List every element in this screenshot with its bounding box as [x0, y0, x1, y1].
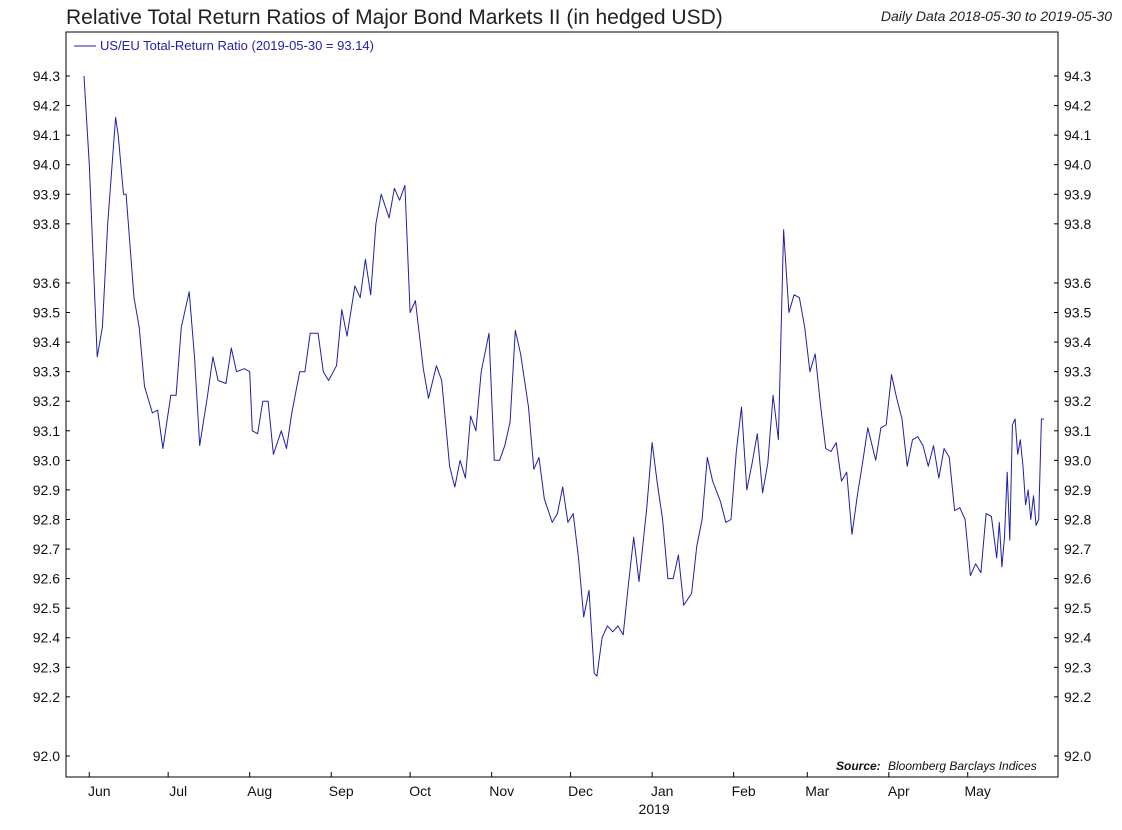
x-tick-label: Sep — [329, 783, 354, 799]
chart-title: Relative Total Return Ratios of Major Bo… — [66, 6, 723, 29]
y-tick-label: 94.0 — [33, 157, 60, 173]
y-tick-label: 93.6 — [1064, 275, 1091, 291]
y-tick-label: 92.6 — [33, 571, 60, 587]
y-tick-label: 94.3 — [33, 68, 60, 84]
y-tick-label: 94.2 — [33, 98, 60, 114]
y-tick-label: 94.1 — [33, 127, 60, 143]
y-tick-label: 93.1 — [33, 423, 60, 439]
y-tick-label: 92.7 — [1064, 541, 1091, 557]
x-tick-label: Dec — [568, 783, 593, 799]
y-tick-label: 93.2 — [1064, 393, 1091, 409]
y-tick-label: 92.5 — [1064, 600, 1091, 616]
y-tick-label: 93.8 — [33, 216, 60, 232]
legend: US/EU Total-Return Ratio (2019-05-30 = 9… — [74, 38, 374, 53]
y-tick-label: 92.4 — [1064, 630, 1091, 646]
y-axis-right: 92.0 92.2 92.3 92.4 92.5 92.6 92.7 92.8 92.9 93.0… — [1054, 68, 1091, 764]
source-label: Source: — [836, 759, 881, 773]
y-tick-label: 94.2 — [1064, 98, 1091, 114]
x-tick-label: May — [964, 783, 990, 799]
y-tick-label: 92.8 — [1064, 511, 1091, 527]
y-tick-label: 93.9 — [1064, 186, 1091, 202]
y-tick-label: 92.9 — [33, 482, 60, 498]
y-tick-label: 93.5 — [33, 305, 60, 321]
y-axis-left: 92.0 92.2 92.3 92.4 92.5 92.6 92.7 92.8 92.9 93.0… — [33, 68, 70, 764]
y-tick-label: 92.6 — [1064, 571, 1091, 587]
x-tick-label: Jan — [651, 783, 674, 799]
x-tick-label: Apr — [888, 783, 910, 799]
x-tick-label: Nov — [489, 783, 514, 799]
y-tick-label: 93.3 — [33, 364, 60, 380]
y-tick-label: 93.8 — [1064, 216, 1091, 232]
source-text: Bloomberg Barclays Indices — [888, 759, 1037, 773]
y-tick-label: 94.3 — [1064, 68, 1091, 84]
y-tick-label: 93.2 — [33, 393, 60, 409]
y-tick-label: 92.3 — [1064, 659, 1091, 675]
y-tick-label: 93.5 — [1064, 305, 1091, 321]
y-tick-label: 93.4 — [33, 334, 60, 350]
y-tick-label: 93.4 — [1064, 334, 1091, 350]
x-tick-label: Oct — [409, 783, 431, 799]
y-tick-label: 92.8 — [33, 511, 60, 527]
y-tick-label: 93.6 — [33, 275, 60, 291]
series-line — [83, 75, 1044, 677]
y-tick-label: 92.5 — [33, 600, 60, 616]
y-tick-label: 93.9 — [33, 186, 60, 202]
y-tick-label: 94.1 — [1064, 127, 1091, 143]
x-year-label: 2019 — [639, 801, 670, 817]
x-tick-label: Feb — [732, 783, 756, 799]
y-tick-label: 92.2 — [33, 689, 60, 705]
y-tick-label: 92.7 — [33, 541, 60, 557]
y-tick-label: 92.4 — [33, 630, 60, 646]
y-tick-label: 92.0 — [33, 748, 60, 764]
y-tick-label: 94.0 — [1064, 157, 1091, 173]
y-tick-label: 92.2 — [1064, 689, 1091, 705]
y-tick-label: 92.3 — [33, 659, 60, 675]
x-axis: Jun Jul Aug Sep Oct Nov Dec Jan Feb Mar Apr May 2019 — [88, 772, 991, 817]
x-tick-label: Mar — [805, 783, 829, 799]
series-layer — [83, 75, 1044, 677]
chart-subtitle: Daily Data 2018-05-30 to 2019-05-30 — [880, 8, 1112, 24]
y-tick-label: 93.3 — [1064, 364, 1091, 380]
x-tick-label: Jun — [88, 783, 111, 799]
x-tick-label: Jul — [169, 783, 187, 799]
y-tick-label: 93.0 — [33, 452, 60, 468]
legend-label: US/EU Total-Return Ratio (2019-05-30 = 9… — [100, 38, 374, 53]
x-tick-label: Aug — [247, 783, 272, 799]
y-tick-label: 93.0 — [1064, 452, 1091, 468]
source-note: Source: Bloomberg Barclays Indices — [836, 759, 1037, 773]
y-tick-label: 93.1 — [1064, 423, 1091, 439]
plot-frame — [65, 31, 1059, 778]
y-tick-label: 92.0 — [1064, 748, 1091, 764]
y-tick-label: 92.9 — [1064, 482, 1091, 498]
